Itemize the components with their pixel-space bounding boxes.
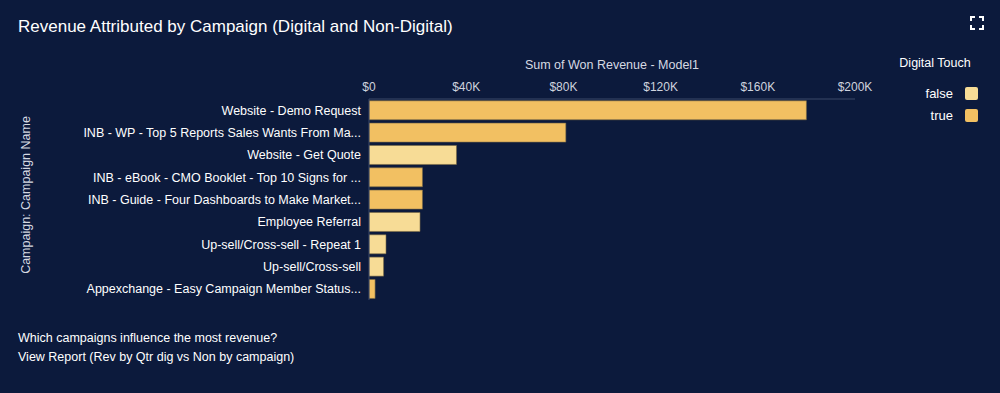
svg-text:INB - WP - Top 5 Reports Sales: INB - WP - Top 5 Reports Sales Wants Fro… (83, 126, 361, 140)
svg-text:INB - Guide - Four Dashboards: INB - Guide - Four Dashboards to Make Ma… (88, 193, 361, 207)
svg-text:$120K: $120K (643, 80, 678, 94)
svg-text:Website - Get Quote: Website - Get Quote (247, 148, 361, 162)
svg-text:Up-sell/Cross-sell: Up-sell/Cross-sell (263, 260, 361, 274)
html-text:View Report (Rev by Qtr dig vs: View Report (Rev by Qtr dig vs Non by ca… (18, 350, 295, 364)
html-text:Digital Touch: Digital Touch (899, 56, 971, 70)
svg-text:$200K: $200K (838, 80, 873, 94)
svg-text:Website - Demo Request: Website - Demo Request (222, 104, 362, 118)
html-text:Campaign: Campaign Name: Campaign: Campaign Name (19, 116, 33, 274)
svg-text:Employee Referral: Employee Referral (257, 215, 361, 229)
html-text:true: true (930, 107, 953, 123)
html-text:Which campaigns influence the: Which campaigns influence the most reven… (18, 331, 278, 345)
svg-text:$40K: $40K (452, 80, 480, 94)
svg-text:$0: $0 (362, 80, 376, 94)
svg-text:Appexchange - Easy Campaign Me: Appexchange - Easy Campaign Member Statu… (87, 282, 361, 296)
svg-text:$80K: $80K (549, 80, 577, 94)
svg-text:$160K: $160K (740, 80, 775, 94)
html-text:false: false (925, 85, 953, 101)
html-text:Sum of Won Revenue - Model1: Sum of Won Revenue - Model1 (524, 58, 700, 72)
svg-text:INB - eBook - CMO Booklet - To: INB - eBook - CMO Booklet - Top 10 Signs… (93, 171, 361, 185)
html-text:Revenue Attributed by Campaign: Revenue Attributed by Campaign (Digital … (18, 17, 453, 36)
svg-text:Up-sell/Cross-sell - Repeat 1: Up-sell/Cross-sell - Repeat 1 (201, 238, 361, 252)
